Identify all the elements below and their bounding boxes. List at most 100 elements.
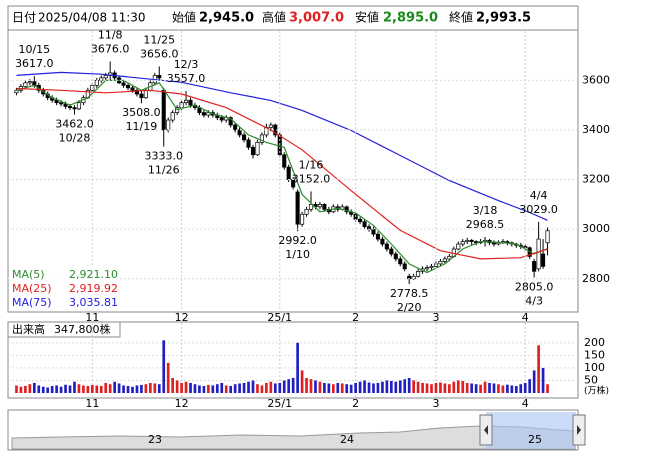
candle-body — [282, 154, 287, 168]
volume-bar — [349, 384, 353, 393]
volume-bar — [180, 382, 183, 393]
volume-bar — [126, 385, 130, 393]
annotation-price: 2778.5 — [390, 287, 429, 300]
x-tick-label: 2 — [352, 311, 359, 324]
navigator-window[interactable] — [486, 412, 576, 449]
candle-body — [188, 99, 193, 106]
volume-bar — [28, 384, 32, 393]
volume-bar — [331, 384, 335, 393]
candle-body — [268, 124, 273, 128]
annotation-date: 10/28 — [59, 132, 91, 145]
volume-bar — [144, 384, 148, 393]
volume-bar — [398, 380, 402, 393]
volume-bar — [189, 382, 192, 393]
volume-bar — [305, 377, 308, 393]
header-date: 2025/04/08 11:30 — [38, 11, 146, 25]
candle-body — [358, 218, 363, 223]
volume-bar — [291, 377, 295, 393]
volume-bar — [456, 380, 460, 393]
candle-body — [184, 99, 189, 104]
volume-bar — [492, 383, 496, 393]
volume-bar — [193, 384, 197, 393]
volume-bar — [510, 385, 514, 393]
volume-bar — [372, 383, 375, 393]
volume-bar — [202, 385, 206, 393]
volume-bar — [390, 380, 393, 393]
volume-bar — [430, 384, 433, 393]
volume-bar — [403, 379, 407, 393]
header-open: 2,945.0 — [199, 11, 254, 26]
volume-bar — [443, 383, 447, 393]
x-tick-label: 2 — [352, 397, 359, 410]
annotation-date: 10/15 — [18, 43, 50, 56]
annotation-price: 3029.0 — [519, 203, 558, 216]
y-tick-label: 3600 — [582, 73, 610, 86]
header-low: 2,895.0 — [383, 11, 438, 26]
volume-bar — [425, 383, 429, 393]
candle-body — [14, 89, 19, 94]
annotation-price: 3462.0 — [55, 118, 94, 131]
volume-bar — [318, 381, 322, 393]
volume-bar — [122, 385, 125, 393]
volume-bar — [354, 382, 357, 393]
y-tick-label: 3200 — [582, 173, 610, 186]
volume-bar — [323, 382, 326, 393]
volume-bar — [238, 383, 241, 393]
volume-bar — [519, 384, 523, 393]
candle-body — [76, 102, 81, 110]
volume-bar — [363, 380, 366, 393]
candle-body — [424, 267, 430, 270]
volume-tick-label: 100 — [584, 361, 605, 374]
volume-bar — [501, 385, 505, 393]
volume-bar — [358, 381, 362, 393]
volume-bar — [452, 381, 456, 393]
volume-bar — [242, 382, 246, 393]
volume-bar — [282, 380, 286, 393]
legend-name: MA(25) — [12, 282, 52, 295]
candle-body — [219, 117, 224, 121]
candle-body — [398, 258, 403, 265]
annotation-date: 11/8 — [98, 29, 123, 42]
volume-bar — [251, 380, 255, 393]
volume-bar — [46, 387, 50, 393]
y-tick-label: 2800 — [582, 272, 610, 285]
candle-body — [286, 166, 291, 180]
navigator-label: 23 — [148, 433, 162, 446]
volume-label-box — [7, 321, 121, 338]
volume-bar — [523, 382, 527, 393]
candle-body — [103, 75, 108, 79]
candle-body — [362, 221, 367, 228]
x-tick-label: 3 — [432, 397, 439, 410]
volume-bar — [465, 382, 469, 393]
candle-body — [541, 253, 546, 267]
header-label: 高値 — [262, 10, 286, 25]
volume-bar — [532, 370, 536, 393]
candle-body — [402, 263, 407, 270]
candle-body — [416, 270, 421, 277]
volume-bar — [19, 386, 23, 393]
navigator-label: 25 — [528, 433, 542, 446]
candle-body — [545, 230, 550, 244]
annotation-price: 3676.0 — [91, 43, 130, 56]
volume-bar — [86, 385, 90, 393]
candle-body — [295, 191, 300, 225]
volume-bar — [376, 382, 380, 393]
volume-bar — [113, 381, 116, 393]
annotation-date: 1/10 — [285, 248, 310, 261]
volume-bar — [506, 384, 509, 393]
candle-body — [442, 258, 447, 262]
volume-bar — [37, 385, 41, 393]
annotation-date: 2/20 — [397, 301, 422, 314]
x-tick-label: 4 — [522, 311, 529, 324]
x-tick-label: 11 — [85, 397, 99, 410]
candle-body — [23, 82, 28, 87]
annotation-date: 12/3 — [174, 58, 199, 71]
volume-bar — [296, 342, 299, 393]
candle-body — [317, 204, 322, 208]
volume-bar — [247, 381, 250, 393]
candle-body — [300, 213, 305, 225]
volume-bar — [327, 383, 331, 393]
volume-bar — [479, 384, 482, 393]
volume-bar — [64, 384, 67, 393]
ma-line — [16, 71, 548, 221]
